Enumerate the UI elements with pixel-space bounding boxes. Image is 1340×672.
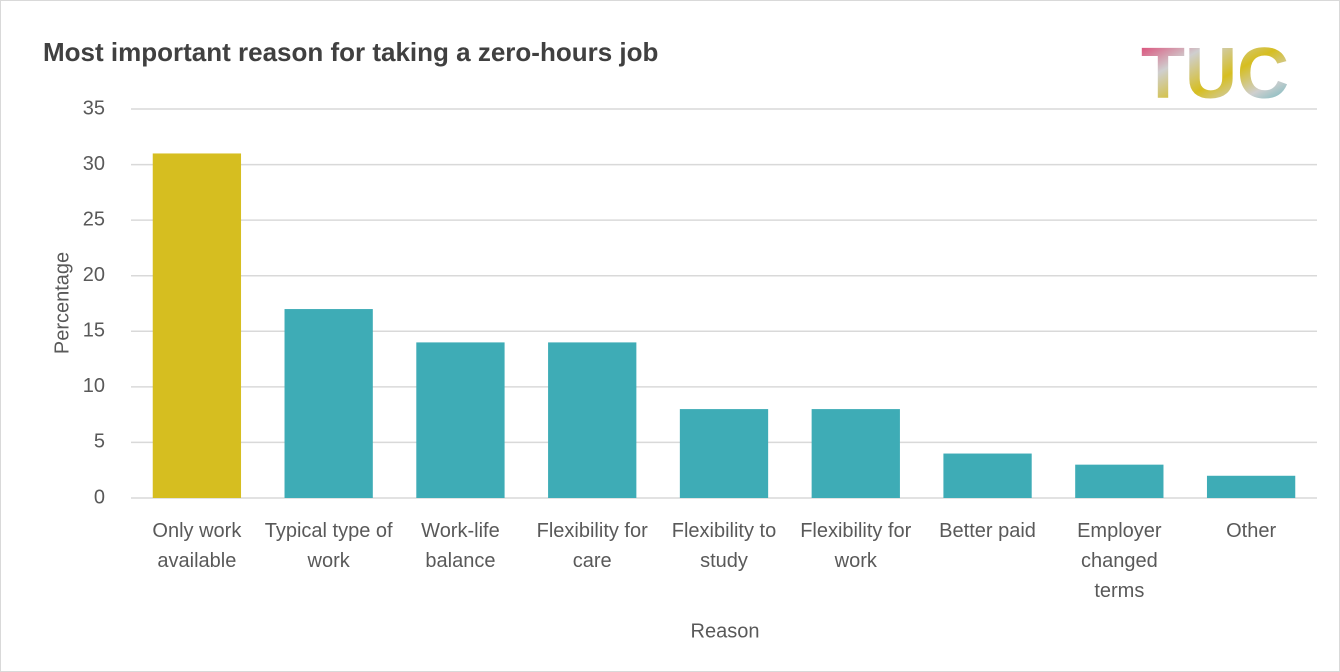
x-axis-label: Reason xyxy=(691,620,760,642)
bar xyxy=(943,453,1032,498)
bar xyxy=(416,342,505,498)
logo: TUC xyxy=(1141,34,1289,114)
bar xyxy=(1075,464,1164,498)
y-tick-label: 20 xyxy=(83,264,105,286)
bar xyxy=(548,342,637,498)
y-tick-label: 30 xyxy=(83,153,105,175)
x-tick-label: Employer changed terms xyxy=(1077,520,1162,602)
y-tick-label: 5 xyxy=(94,431,105,453)
y-tick-label: 0 xyxy=(94,486,105,508)
y-axis-label: Percentage xyxy=(51,252,73,354)
x-tick-label: Flexibility for care xyxy=(536,520,648,572)
bar xyxy=(679,409,769,498)
y-tick-label: 10 xyxy=(83,375,105,397)
bar xyxy=(284,309,373,498)
y-tick-label: 35 xyxy=(83,97,105,119)
x-tick-label: Typical type of work xyxy=(264,520,393,572)
x-tick-label: Flexibility for work xyxy=(800,520,912,572)
x-tick-label: Flexibility to study xyxy=(671,520,777,572)
bar xyxy=(152,153,242,498)
x-tick-label: Work-life balance xyxy=(421,520,500,572)
bar xyxy=(811,409,900,498)
x-tick-label: Better paid xyxy=(939,520,1036,542)
chart-title: Most important reason for taking a zero-… xyxy=(43,37,658,67)
bar xyxy=(1206,475,1296,498)
x-tick-label: Only work available xyxy=(152,520,242,572)
y-tick-label: 15 xyxy=(83,320,105,342)
y-tick-label: 25 xyxy=(83,208,105,230)
logo-bg xyxy=(1123,41,1313,119)
x-tick-label: Other xyxy=(1226,520,1277,542)
